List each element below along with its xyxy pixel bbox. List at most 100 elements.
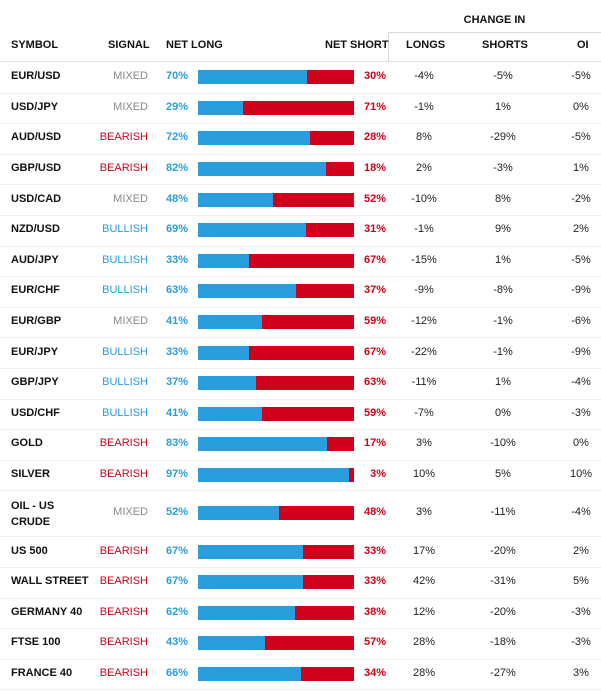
net-long-bar-fill	[198, 315, 262, 330]
symbol-cell: AUD/USD	[11, 131, 62, 144]
signal-badge: BULLISH	[102, 406, 148, 419]
table-row: AUD/JPY BULLISH 33% 67% -15% 1% -5%	[0, 246, 601, 278]
symbol-cell: EUR/CHF	[11, 284, 60, 297]
net-short-value: 28%	[363, 131, 386, 144]
net-long-value: 67%	[165, 575, 188, 588]
net-long-bar-fill	[198, 223, 306, 238]
net-long-bar-fill	[198, 636, 266, 651]
net-long-value: 97%	[165, 468, 188, 481]
change-in-divider	[388, 32, 601, 33]
oi-change: 1%	[573, 162, 589, 175]
table-row: GBP/JPY BULLISH 37% 63% -11% 1% -4%	[0, 368, 601, 400]
table-row: OIL - US CRUDE MIXED 52% 48% 3% -11% -4%	[0, 490, 601, 538]
sentiment-bar	[198, 605, 354, 620]
table-row: FRANCE 40 BEARISH 66% 34% 28% -27% 3%	[0, 659, 601, 691]
net-long-value: 62%	[165, 605, 188, 618]
change-in-header: CHANGE IN	[463, 14, 526, 26]
net-long-value: 63%	[165, 284, 188, 297]
symbol-cell: GBP/JPY	[11, 376, 59, 389]
symbol-cell: GERMANY 40	[11, 605, 83, 618]
symbol-cell: OIL - US CRUDE	[11, 498, 54, 530]
table-row: FTSE 100 BEARISH 43% 57% 28% -18% -3%	[0, 628, 601, 660]
signal-badge: BEARISH	[99, 636, 148, 649]
sentiment-bar	[198, 253, 354, 268]
shorts-change: -1%	[493, 315, 513, 328]
net-long-value: 41%	[165, 406, 188, 419]
oi-change: -6%	[571, 315, 591, 328]
table-row: EUR/USD MIXED 70% 30% -4% -5% -5%	[0, 62, 601, 94]
oi-change: 2%	[573, 544, 589, 557]
sentiment-bar	[198, 345, 354, 360]
sentiment-bar	[198, 437, 354, 452]
net-long-bar-fill	[198, 506, 280, 521]
symbol-cell: EUR/GBP	[11, 315, 62, 328]
longs-column-header: LONGS	[406, 39, 446, 51]
table-row: USD/CAD MIXED 48% 52% -10% 8% -2%	[0, 184, 601, 216]
sentiment-bar	[198, 544, 354, 559]
longs-change: 42%	[412, 575, 436, 588]
sentiment-bar	[198, 376, 354, 391]
signal-badge: BEARISH	[99, 544, 148, 557]
net-short-value: 31%	[363, 223, 386, 236]
oi-change: -9%	[571, 284, 591, 297]
net-long-value: 29%	[165, 100, 188, 113]
shorts-change: -27%	[490, 667, 516, 680]
shorts-change: -1%	[493, 345, 513, 358]
signal-badge: BEARISH	[99, 575, 148, 588]
oi-change: -9%	[571, 345, 591, 358]
net-long-value: 70%	[165, 70, 188, 83]
table-row: SILVER BEARISH 97% 3% 10% 5% 10%	[0, 460, 601, 492]
signal-badge: BEARISH	[99, 605, 148, 618]
shorts-change: -11%	[490, 506, 516, 519]
net-long-bar-fill	[198, 345, 250, 360]
net-short-value: 33%	[363, 544, 386, 557]
table-row: EUR/JPY BULLISH 33% 67% -22% -1% -9%	[0, 337, 601, 369]
longs-change: 8%	[416, 131, 432, 144]
longs-change: 12%	[412, 605, 436, 618]
signal-badge: BULLISH	[102, 345, 148, 358]
table-row: USD/CHF BULLISH 41% 59% -7% 0% -3%	[0, 399, 601, 431]
longs-change: -9%	[414, 284, 434, 297]
longs-change: 10%	[412, 468, 436, 481]
sentiment-bar	[198, 100, 354, 115]
table-row: GBP/USD BEARISH 82% 18% 2% -3% 1%	[0, 154, 601, 186]
symbol-column-header: SYMBOL	[11, 39, 59, 51]
signal-badge: MIXED	[113, 70, 148, 83]
net-long-bar-fill	[198, 131, 311, 146]
net-short-value: 71%	[363, 100, 386, 113]
symbol-cell: SILVER	[11, 468, 50, 481]
symbol-cell: AUD/JPY	[11, 253, 59, 266]
longs-change: 17%	[412, 544, 436, 557]
signal-badge: BEARISH	[99, 437, 148, 450]
shorts-change: -20%	[490, 605, 516, 618]
net-long-bar-fill	[198, 437, 328, 452]
oi-change: 10%	[569, 468, 593, 481]
table-row: GOLD BEARISH 83% 17% 3% -10% 0%	[0, 429, 601, 461]
net-long-value: 33%	[165, 345, 188, 358]
change-in-left-divider	[388, 32, 389, 62]
net-short-value: 34%	[363, 667, 386, 680]
signal-badge: BEARISH	[99, 667, 148, 680]
signal-badge: MIXED	[113, 192, 148, 205]
net-long-bar-fill	[198, 100, 244, 115]
shorts-change: -18%	[490, 636, 516, 649]
symbol-cell: GOLD	[11, 437, 43, 450]
net-long-bar-fill	[198, 376, 256, 391]
oi-change: -4%	[571, 506, 591, 519]
net-short-value: 59%	[363, 315, 386, 328]
signal-badge: BULLISH	[102, 284, 148, 297]
shorts-change: -20%	[490, 544, 516, 557]
symbol-cell: GBP/USD	[11, 162, 62, 175]
net-short-value: 37%	[363, 284, 386, 297]
longs-change: 3%	[416, 437, 432, 450]
longs-change: -11%	[411, 376, 437, 389]
symbol-cell: NZD/USD	[11, 223, 60, 236]
oi-change: -5%	[571, 253, 591, 266]
signal-badge: MIXED	[113, 315, 148, 328]
sentiment-bar	[198, 667, 354, 682]
net-long-column-header: NET LONG	[166, 39, 223, 51]
table-row: EUR/CHF BULLISH 63% 37% -9% -8% -9%	[0, 276, 601, 308]
shorts-change: -29%	[490, 131, 516, 144]
table-row: NZD/USD BULLISH 69% 31% -1% 9% 2%	[0, 215, 601, 247]
net-short-value: 48%	[363, 506, 386, 519]
